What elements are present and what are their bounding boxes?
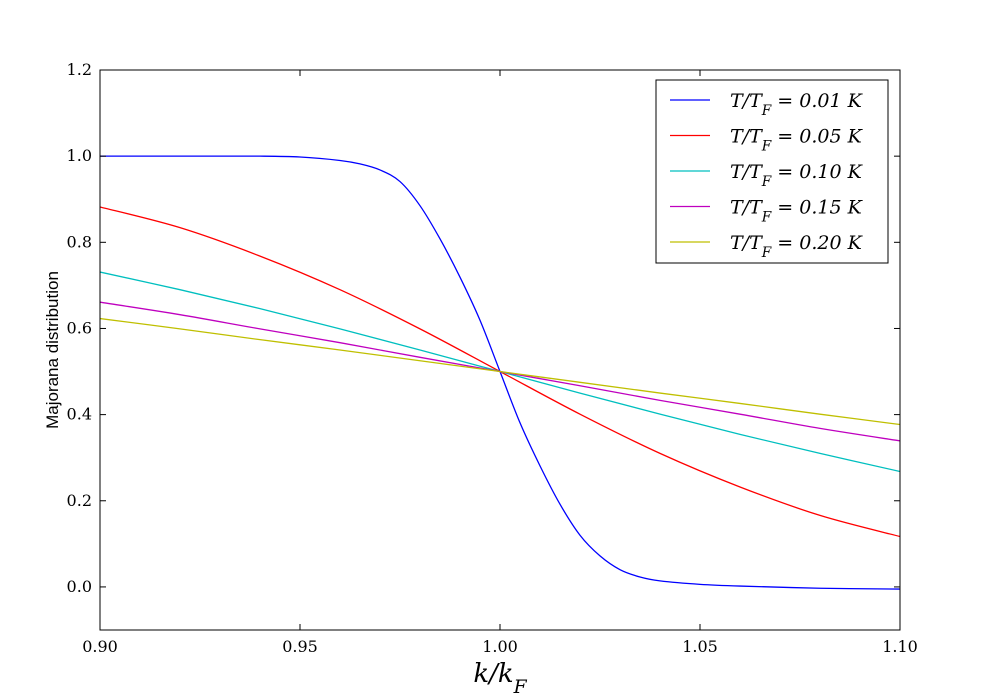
- legend-label-2: T/TF = 0.05 K: [730, 126, 864, 155]
- y-axis-label: Majorana distribution: [43, 271, 62, 429]
- x-tick-label: 1.00: [482, 637, 518, 656]
- x-tick-label: 1.10: [882, 637, 918, 656]
- x-tick-label: 0.90: [82, 637, 118, 656]
- legend-label-3: T/TF = 0.10 K: [730, 161, 864, 190]
- series-layer: [100, 155, 900, 590]
- legend-label-1: T/TF = 0.01 K: [730, 90, 864, 119]
- series-line-5: [100, 317, 900, 426]
- ticks-layer: 0.90 0.95 1.00 1.05 1.10 0.0 0.2 0.4 0.6 0.8 1.0 1.…: [67, 60, 918, 656]
- legend-label-4: T/TF = 0.15 K: [730, 197, 864, 226]
- y-tick-label: 0.6: [67, 318, 92, 337]
- legend-label-5: T/TF = 0.20 K: [730, 232, 864, 261]
- y-tick-label: 0.8: [67, 232, 92, 251]
- y-tick-label: 1.2: [67, 60, 92, 79]
- legend: T/TF = 0.01 K T/TF = 0.05 K T/TF = 0.10 K T…: [655, 79, 889, 264]
- y-tick-label: 0.4: [67, 405, 92, 424]
- y-tick-label: 0.2: [67, 491, 92, 510]
- x-axis-label: k/kF: [473, 659, 527, 698]
- x-tick-label: 1.05: [682, 637, 718, 656]
- y-tick-label: 1.0: [67, 146, 92, 165]
- y-tick-label: 0.0: [67, 577, 92, 596]
- x-tick-label: 0.95: [282, 637, 318, 656]
